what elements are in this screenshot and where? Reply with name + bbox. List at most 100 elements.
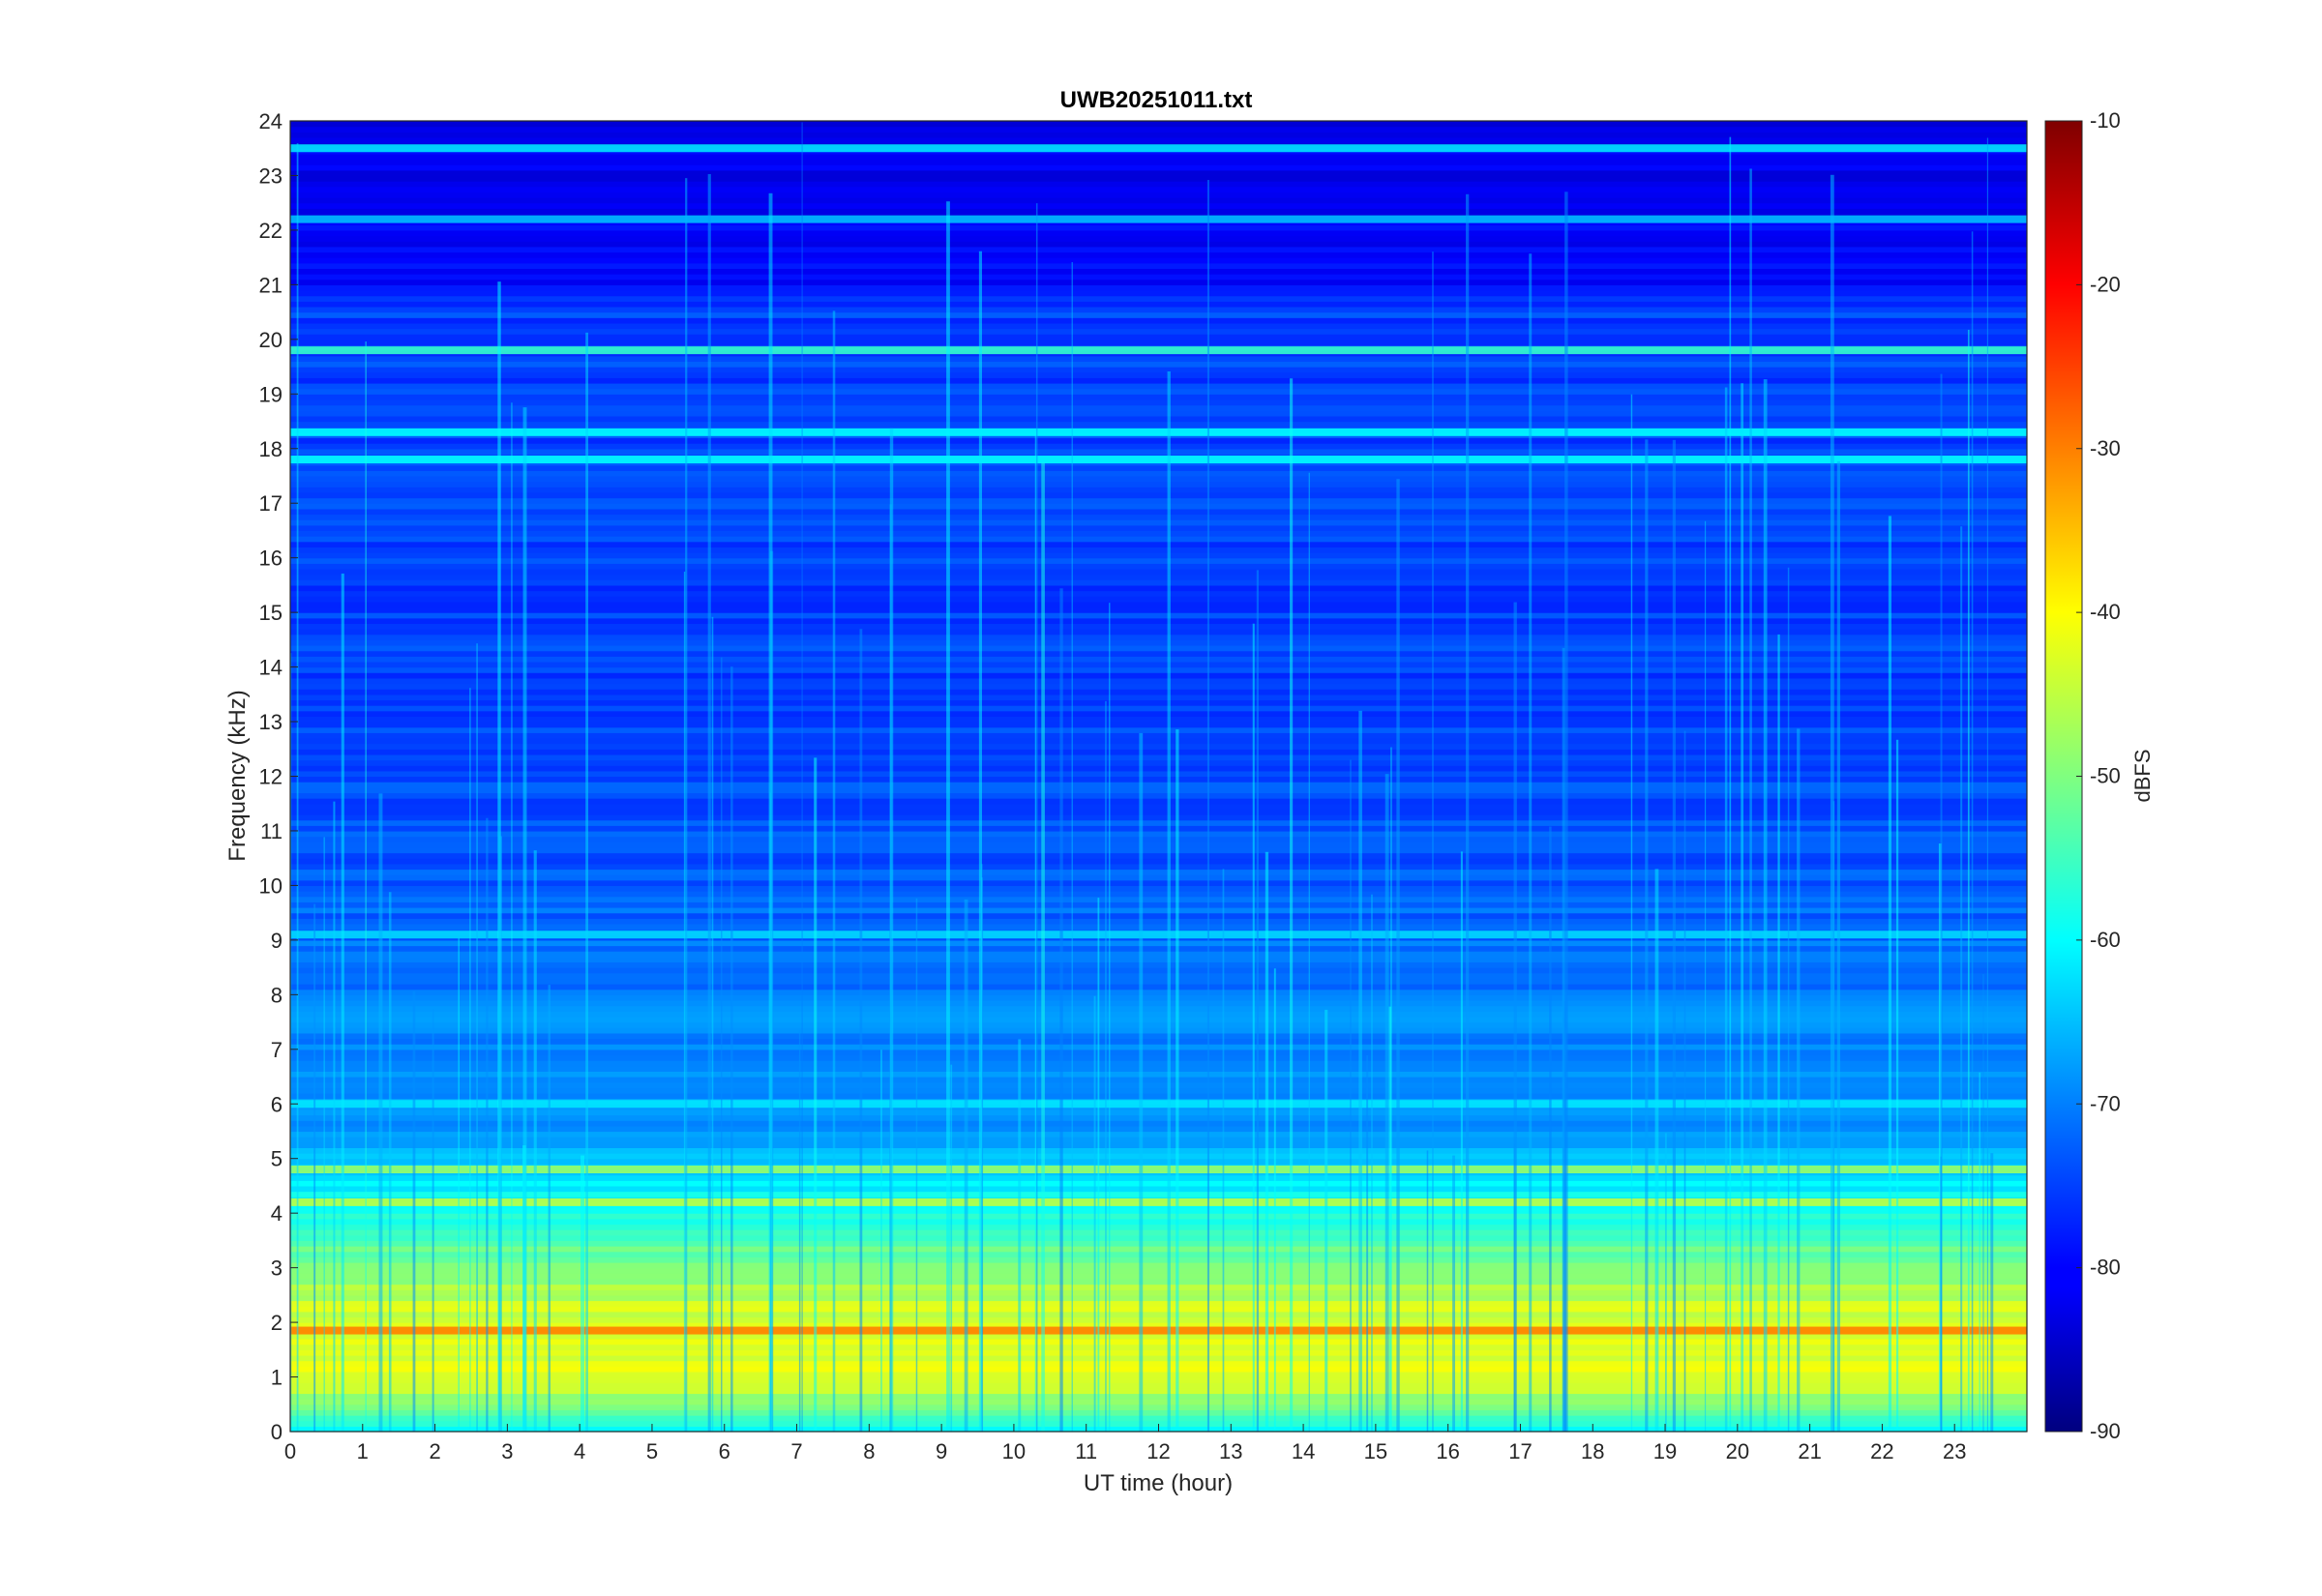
heatmap-streak [1252,623,1255,1432]
heatmap-row [290,579,2027,586]
x-tick-label: 3 [501,1439,513,1463]
heatmap-streak [1895,739,1899,1432]
heatmap-row [290,491,2027,499]
heatmap-row [290,563,2027,570]
x-tick-label: 18 [1581,1439,1604,1463]
heatmap-row [290,1251,2027,1257]
y-axis-label: Frequency (kHz) [224,690,251,861]
heatmap-streak [1645,439,1649,1432]
heatmap-row [290,901,2027,908]
colorbar-tick-label: -70 [2090,1091,2121,1115]
heatmap-streak [1832,801,1835,1432]
colorbar-gradient [2044,120,2083,1433]
heatmap-row [290,814,2027,821]
x-tick-label: 23 [1943,1439,1966,1463]
heatmap-row [290,846,2027,854]
heatmap-row [290,1147,2027,1154]
y-tick-label: 3 [271,1256,283,1281]
heatmap-row [290,1409,2027,1416]
heatmap-row [290,524,2027,532]
heatmap-streak [981,877,983,1432]
heatmap-streak [814,757,818,1432]
heatmap-streak [1466,193,1470,1432]
y-tick-label: 1 [271,1366,283,1390]
heatmap-row [290,1071,2027,1078]
heatmap-row [290,290,2027,297]
heatmap-streak [365,341,367,1432]
heatmap-row [290,1137,2027,1143]
heatmap-row [290,1021,2027,1028]
heatmap-row [290,475,2027,483]
heatmap-streak [1176,729,1179,1432]
y-tick-label: 9 [271,929,283,953]
heatmap-row [290,765,2027,772]
heatmap-row [290,394,2027,400]
heatmap-streak [296,143,299,1432]
heatmap-streak [323,837,325,1432]
heatmap-band [290,1100,2027,1108]
heatmap-row [290,891,2027,898]
heatmap-streak [1018,1039,1022,1432]
heatmap-row [290,410,2027,417]
x-tick-label: 22 [1870,1439,1893,1463]
heatmap-row [290,169,2027,177]
heatmap-row [290,677,2027,685]
heatmap-streak [432,1009,434,1432]
heatmap-band [290,1326,2027,1335]
heatmap-row [290,584,2027,592]
heatmap-row [290,251,2027,258]
heatmap-row [290,1376,2027,1383]
heatmap-streak [683,572,686,1432]
heatmap-streak [486,817,489,1432]
x-tick-label: 20 [1726,1439,1749,1463]
heatmap-streak [1729,136,1732,1432]
heatmap-row [290,132,2027,138]
heatmap-row [290,1366,2027,1373]
heatmap-row [290,224,2027,231]
heatmap-streak [1460,851,1463,1432]
y-tick-label: 19 [259,382,283,406]
x-tick-label: 15 [1364,1439,1387,1463]
heatmap-streak [1265,851,1269,1432]
heatmap-row [290,421,2027,428]
heatmap-row [290,863,2027,871]
heatmap-row [290,918,2027,925]
heatmap-row [290,874,2027,881]
heatmap-row [290,1218,2027,1226]
heatmap-row [290,241,2027,248]
x-tick-label: 14 [1292,1439,1315,1463]
y-tick-label: 12 [259,765,283,789]
heatmap-row [290,175,2027,182]
heatmap-row [290,1415,2027,1422]
heatmap-band [290,1197,2027,1206]
heatmap-streak [469,688,471,1432]
heatmap-time-streaks [290,122,1994,1433]
y-tick-label: 16 [259,547,283,571]
heatmap-streak [978,251,982,1432]
heatmap-row [290,208,2027,215]
heatmap-row [290,972,2027,979]
x-axis-ticks: 0 1 2 3 4 5 6 7 8 9 10 11 12 13 14 15 16 17 18 19 20 21 22 23 [284,1424,1966,1463]
heatmap-row [290,284,2027,291]
heatmap-row [290,536,2027,543]
heatmap-row [290,1207,2027,1214]
heatmap-row [290,1316,2027,1323]
heatmap-streak [711,616,714,1432]
heatmap-row [290,1087,2027,1094]
heatmap-row [290,830,2027,838]
heatmap-row [290,377,2027,384]
heatmap-row [290,612,2027,619]
y-tick-label: 23 [259,163,283,188]
heatmap-streak [832,310,836,1432]
heatmap-streak [801,122,803,1432]
heatmap-band [290,215,2027,223]
heatmap-row [290,192,2027,198]
x-axis-label: UT time (hour) [1084,1470,1233,1496]
heatmap-streak [1630,394,1633,1432]
colorbar-tick-label: -40 [2090,600,2121,624]
heatmap-row [290,656,2027,663]
heatmap-row [290,1246,2027,1253]
x-tick-label: 0 [284,1439,296,1463]
heatmap-row [290,726,2027,733]
heatmap-streak [1093,995,1096,1432]
